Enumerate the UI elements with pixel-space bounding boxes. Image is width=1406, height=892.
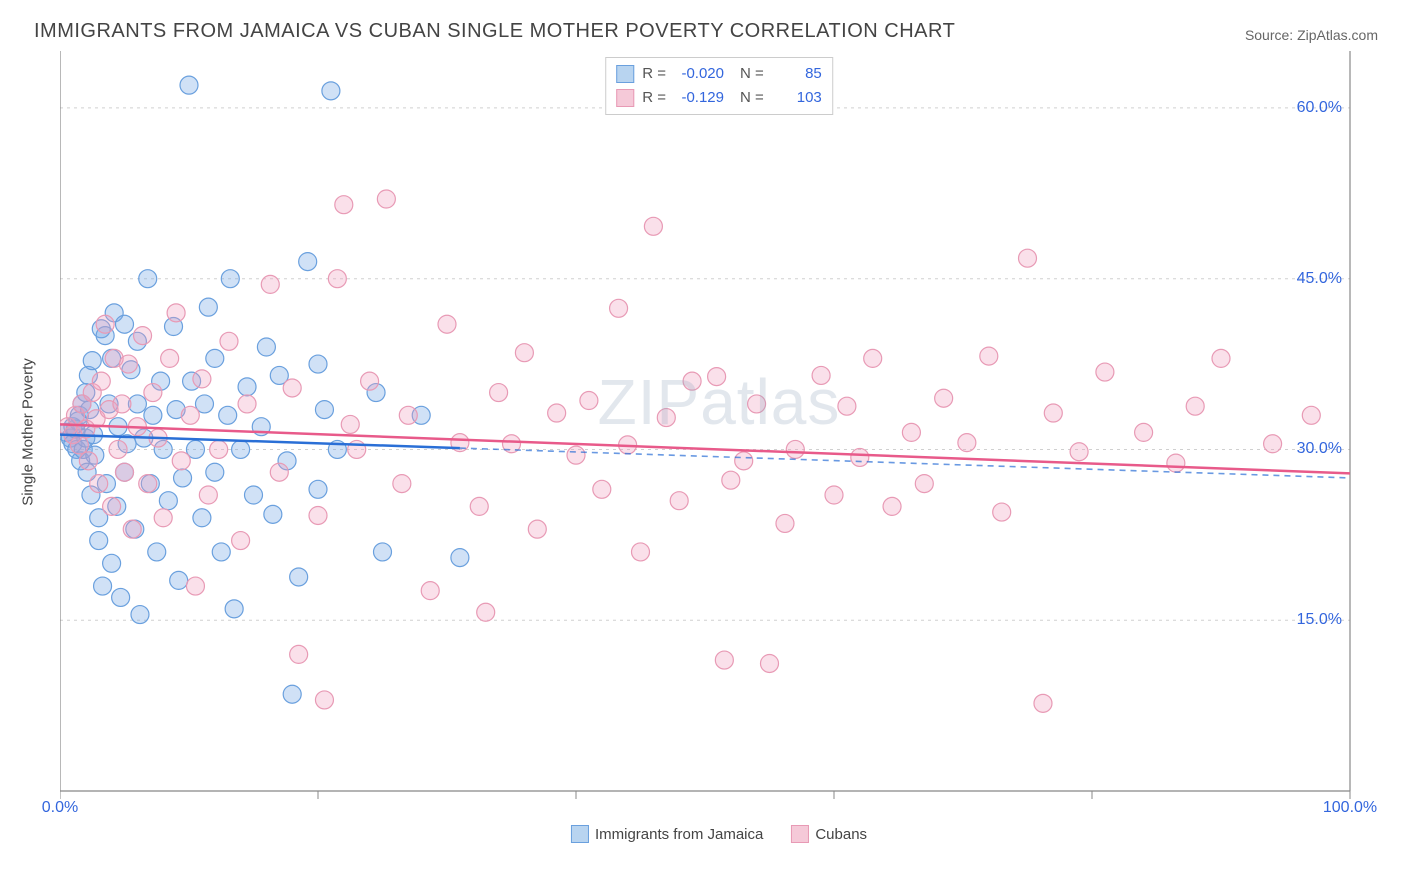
- legend-row-cubans: R =-0.129 N =103: [616, 86, 822, 110]
- legend-swatch: [616, 89, 634, 107]
- y-tick-label: 60.0%: [1297, 99, 1342, 117]
- chart-source: Source: ZipAtlas.com: [1245, 27, 1378, 43]
- scatter-plot: [60, 51, 1378, 813]
- legend-swatch: [571, 825, 589, 843]
- legend-swatch: [791, 825, 809, 843]
- legend-item-cubans: Cubans: [791, 825, 867, 843]
- y-axis-label: Single Mother Poverty: [20, 358, 37, 506]
- y-tick-label: 30.0%: [1297, 440, 1342, 458]
- chart-area: Single Mother Poverty ZIPatlas R =-0.020…: [60, 51, 1378, 813]
- x-tick-label: 100.0%: [1323, 799, 1377, 817]
- correlation-legend: R =-0.020 N =85 R =-0.129 N =103: [605, 57, 833, 115]
- chart-title: IMMIGRANTS FROM JAMAICA VS CUBAN SINGLE …: [34, 20, 955, 43]
- legend-item-jamaica: Immigrants from Jamaica: [571, 825, 763, 843]
- y-tick-label: 15.0%: [1297, 611, 1342, 629]
- legend-row-jamaica: R =-0.020 N =85: [616, 62, 822, 86]
- series-legend: Immigrants from Jamaica Cubans: [571, 825, 867, 843]
- y-tick-label: 45.0%: [1297, 270, 1342, 288]
- chart-header: IMMIGRANTS FROM JAMAICA VS CUBAN SINGLE …: [0, 0, 1406, 51]
- x-tick-label: 0.0%: [42, 799, 78, 817]
- legend-swatch: [616, 65, 634, 83]
